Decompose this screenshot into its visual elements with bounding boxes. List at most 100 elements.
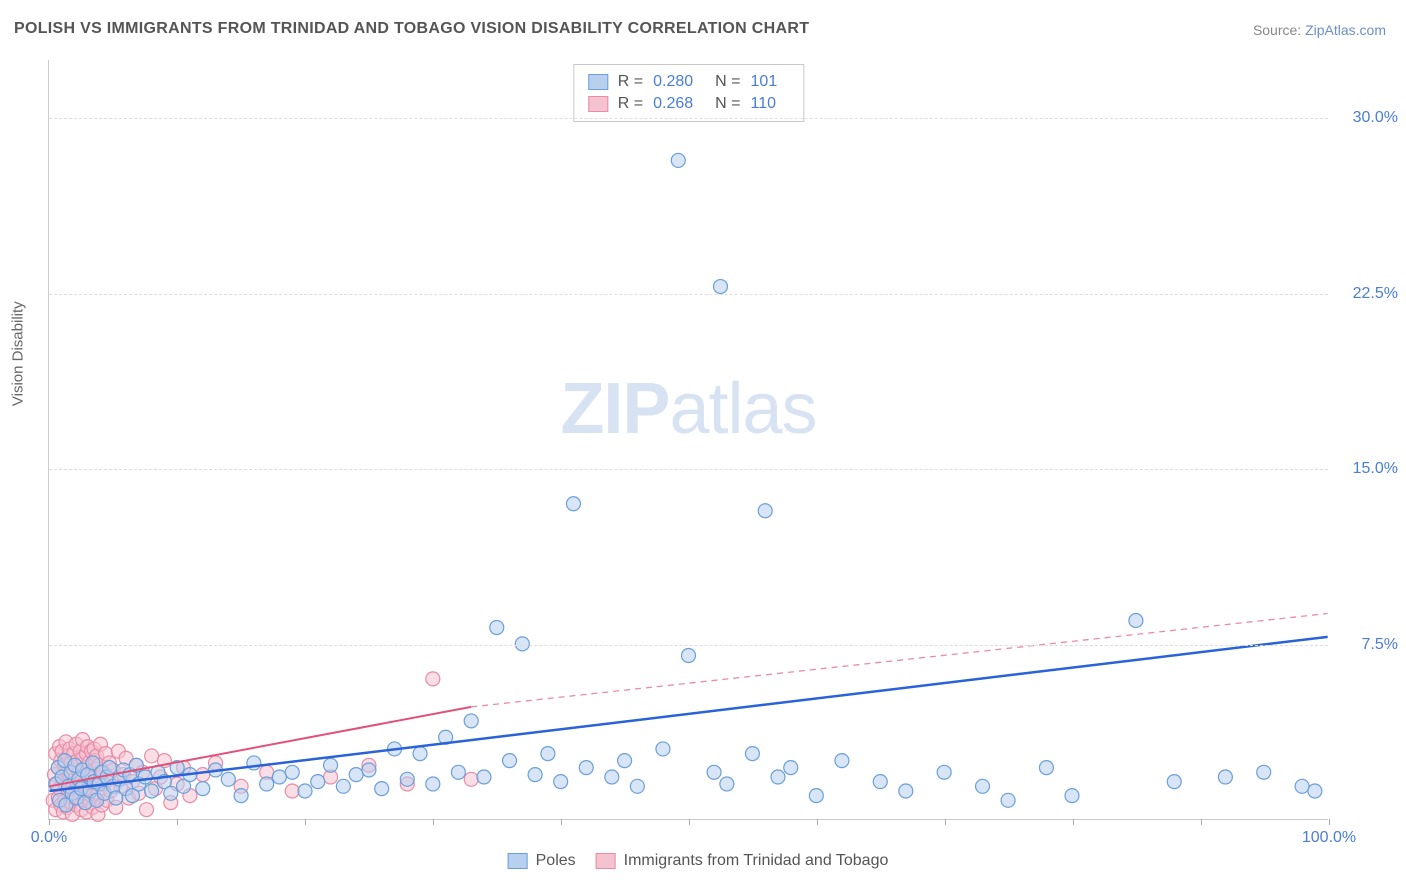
plot-svg <box>49 60 1328 819</box>
data-point <box>937 765 951 779</box>
data-point <box>630 779 644 793</box>
xtick <box>305 819 306 825</box>
data-point <box>541 747 555 761</box>
data-point <box>707 765 721 779</box>
data-point <box>234 789 248 803</box>
source-label: Source: <box>1253 22 1305 38</box>
legend-stats: R = 0.280 N = 101 R = 0.268 N = 110 <box>573 64 804 122</box>
data-point <box>1308 784 1322 798</box>
data-point <box>164 786 178 800</box>
n-value-1: 110 <box>751 95 777 113</box>
data-point <box>503 754 517 768</box>
r-value-1: 0.268 <box>653 95 693 113</box>
data-point <box>720 777 734 791</box>
trend-line <box>471 613 1327 706</box>
legend-series: Poles Immigrants from Trinidad and Tobag… <box>508 852 889 870</box>
data-point <box>464 714 478 728</box>
swatch-poles <box>588 74 608 90</box>
data-point <box>285 784 299 798</box>
legend-label-trinidad: Immigrants from Trinidad and Tobago <box>624 852 889 870</box>
data-point <box>349 768 363 782</box>
data-point <box>426 777 440 791</box>
data-point <box>976 779 990 793</box>
data-point <box>835 754 849 768</box>
data-point <box>784 761 798 775</box>
n-label-0: N = <box>715 73 740 91</box>
r-label-1: R = <box>618 95 643 113</box>
data-point <box>1065 789 1079 803</box>
data-point <box>713 280 727 294</box>
data-point <box>362 763 376 777</box>
data-point <box>272 770 286 784</box>
data-point <box>196 782 210 796</box>
gridline-h <box>49 469 1328 470</box>
chart-title: POLISH VS IMMIGRANTS FROM TRINIDAD AND T… <box>14 20 809 38</box>
gridline-h <box>49 294 1328 295</box>
data-point <box>451 765 465 779</box>
swatch-bottom-poles <box>508 853 528 869</box>
legend-item-trinidad: Immigrants from Trinidad and Tobago <box>596 852 889 870</box>
data-point <box>579 761 593 775</box>
swatch-trinidad <box>588 96 608 112</box>
ytick-label: 22.5% <box>1338 285 1398 303</box>
xtick <box>49 819 50 825</box>
plot-region: ZIPatlas R = 0.280 N = 101 R = 0.268 N =… <box>48 60 1328 820</box>
data-point <box>605 770 619 784</box>
data-point <box>771 770 785 784</box>
data-point <box>528 768 542 782</box>
xtick-label: 0.0% <box>31 829 67 847</box>
n-label-1: N = <box>715 95 740 113</box>
gridline-h <box>49 645 1328 646</box>
data-point <box>1295 779 1309 793</box>
data-point <box>324 758 338 772</box>
data-point <box>566 497 580 511</box>
xtick <box>177 819 178 825</box>
data-point <box>138 770 152 784</box>
n-value-0: 101 <box>751 73 778 91</box>
data-point <box>745 747 759 761</box>
xtick <box>1329 819 1330 825</box>
data-point <box>899 784 913 798</box>
data-point <box>1218 770 1232 784</box>
data-point <box>618 754 632 768</box>
data-point <box>1167 775 1181 789</box>
data-point <box>140 803 154 817</box>
data-point <box>145 749 159 763</box>
data-point <box>285 765 299 779</box>
ytick-label: 15.0% <box>1338 460 1398 478</box>
data-point <box>1039 761 1053 775</box>
source-attribution: Source: ZipAtlas.com <box>1253 22 1386 38</box>
r-value-0: 0.280 <box>653 73 693 91</box>
ytick-label: 30.0% <box>1338 109 1398 127</box>
legend-stats-row-poles: R = 0.280 N = 101 <box>588 71 789 93</box>
xtick <box>689 819 690 825</box>
data-point <box>260 777 274 791</box>
data-point <box>671 153 685 167</box>
data-point <box>311 775 325 789</box>
legend-item-poles: Poles <box>508 852 576 870</box>
data-point <box>426 672 440 686</box>
data-point <box>554 775 568 789</box>
data-point <box>758 504 772 518</box>
xtick <box>1073 819 1074 825</box>
xtick <box>433 819 434 825</box>
data-point <box>873 775 887 789</box>
data-point <box>464 772 478 786</box>
data-point <box>298 784 312 798</box>
source-value: ZipAtlas.com <box>1305 22 1386 38</box>
data-point <box>196 768 210 782</box>
data-point <box>375 782 389 796</box>
xtick-label: 100.0% <box>1302 829 1356 847</box>
data-point <box>477 770 491 784</box>
chart-area: Vision Disability ZIPatlas R = 0.280 N =… <box>48 60 1348 840</box>
data-point <box>336 779 350 793</box>
data-point <box>221 772 235 786</box>
data-point <box>682 649 696 663</box>
xtick <box>1201 819 1202 825</box>
xtick <box>945 819 946 825</box>
data-point <box>400 772 414 786</box>
r-label-0: R = <box>618 73 643 91</box>
xtick <box>561 819 562 825</box>
chart-container: POLISH VS IMMIGRANTS FROM TRINIDAD AND T… <box>0 0 1406 892</box>
data-point <box>490 621 504 635</box>
